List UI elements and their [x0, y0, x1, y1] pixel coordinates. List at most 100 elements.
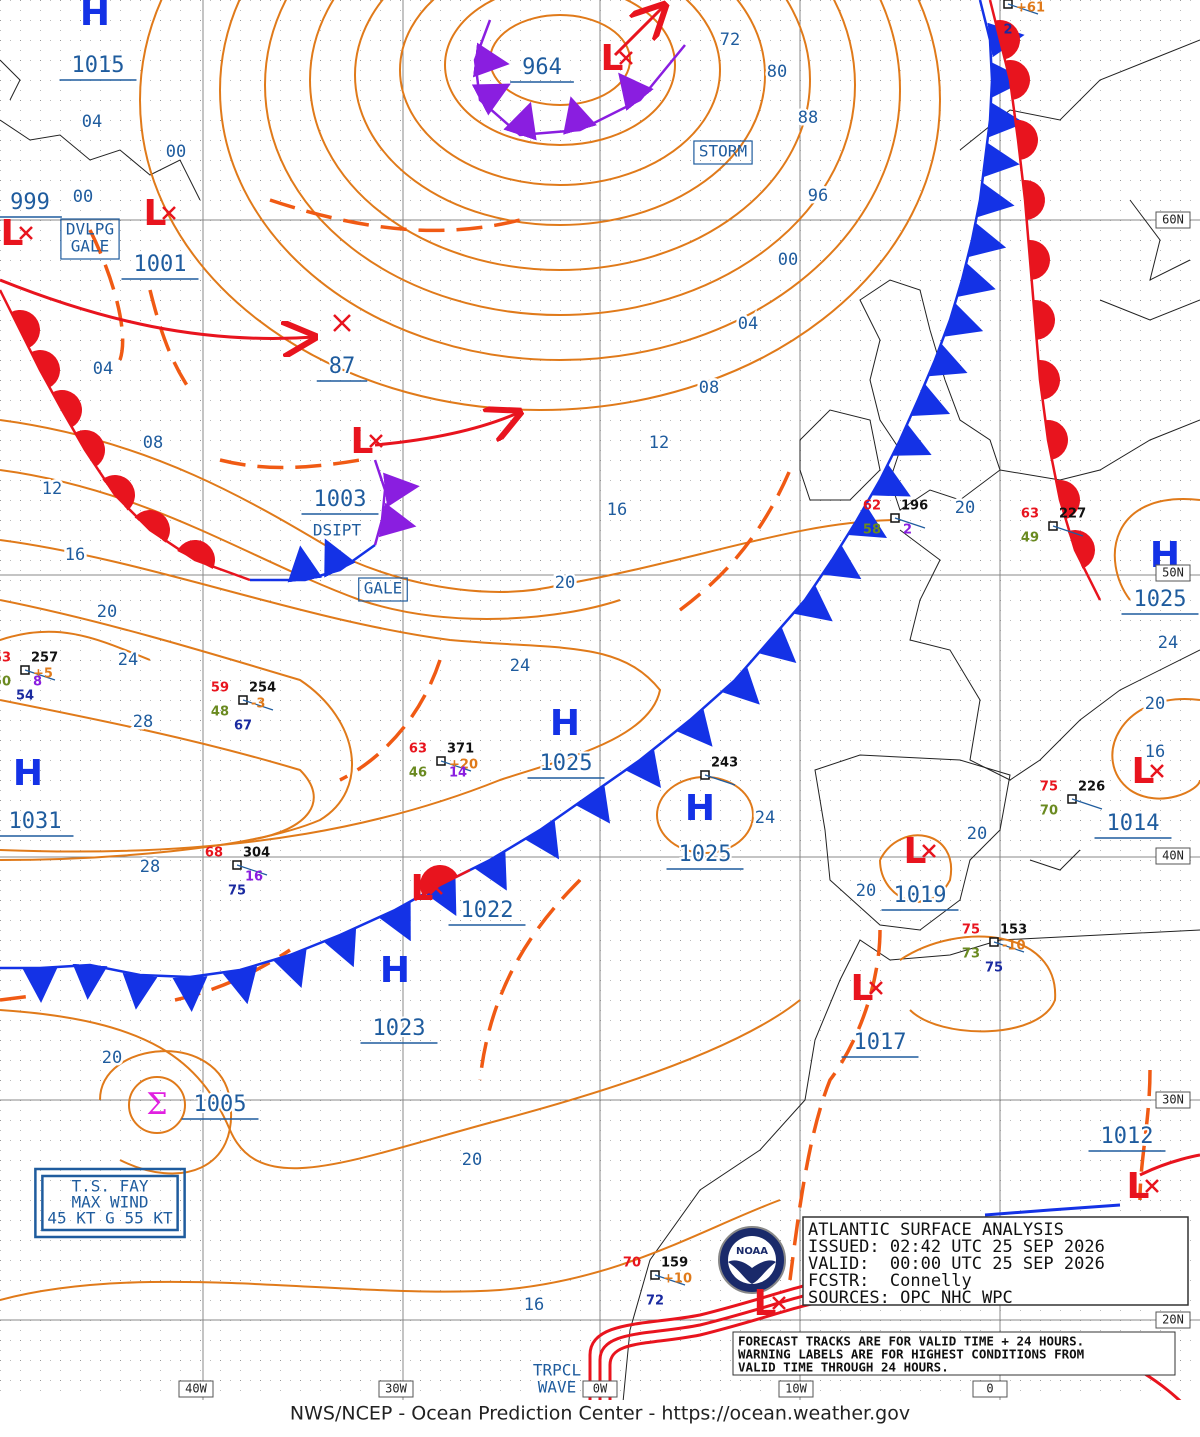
center-symbol: L [144, 193, 167, 234]
isobar-label: 20 [102, 1048, 122, 1068]
wind-barb [440, 760, 472, 772]
warning-label: WAVE [538, 1378, 577, 1397]
warning-box-outer [34, 1167, 186, 1239]
isobar-label: 20 [462, 1150, 482, 1170]
lon-label: 40W [185, 1382, 207, 1396]
isobar-label: 80 [767, 62, 787, 82]
station-tendency: -10 [1002, 939, 1026, 954]
station-pressure: 227 [1059, 507, 1086, 522]
isobar-label: 16 [524, 1295, 544, 1315]
logo-text: NOAA [736, 1246, 768, 1257]
center-pressure: 1014 [1107, 811, 1160, 836]
lon-box [178, 1380, 214, 1398]
center-x [19, 226, 33, 240]
station-tendency: +20 [449, 758, 478, 773]
station-dewpoint: 50 [0, 675, 11, 690]
center-symbol: L [851, 968, 874, 1009]
station-temperature: 75 [962, 923, 980, 938]
lat-box [1155, 1311, 1191, 1329]
center-pressure: 1025 [679, 842, 732, 867]
center-symbol: L [1132, 751, 1155, 792]
isobar-label: 16 [1145, 742, 1165, 762]
isobar-label: 96 [808, 186, 828, 206]
lat-label: 50N [1162, 566, 1184, 580]
warning-label: DVLPG [66, 220, 114, 239]
station-weather: 14 [449, 766, 467, 781]
warning-box [693, 140, 753, 165]
warning-box [60, 218, 120, 260]
center-x [1150, 764, 1164, 778]
lon-box [778, 1380, 814, 1398]
warning-label: GALE [364, 579, 403, 598]
isobar-label: 24 [118, 650, 138, 670]
station-visibility: 75 [228, 884, 246, 899]
lon-label: 30W [385, 1382, 407, 1396]
center-x [772, 1296, 786, 1310]
note-line: FORECAST TRACKS ARE FOR VALID TIME + 24 … [738, 1334, 1084, 1349]
station-pressure: 371 [447, 742, 474, 757]
station-temperature: 75 [1040, 780, 1058, 795]
info-sources: SOURCES: OPC NHC WPC [808, 1288, 1013, 1308]
station-pressure: 257 [31, 651, 58, 666]
lat-label: 40N [1162, 849, 1184, 863]
special-markers: Ʃ [146, 314, 786, 1294]
center-x [922, 844, 936, 858]
lat-box [1155, 564, 1191, 582]
center-pressure: 1003 [314, 487, 367, 512]
wind-barb [1071, 798, 1103, 810]
wind-barb [24, 669, 56, 681]
center-pressure: 1012 [1101, 1124, 1154, 1149]
station-dewpoint: 46 [409, 766, 427, 781]
note-line: WARNING LABELS ARE FOR HIGHEST CONDITION… [738, 1347, 1084, 1362]
isobar-label: 20 [555, 573, 575, 593]
station-pressure: 304 [243, 846, 270, 861]
center-pressure: 1025 [1134, 587, 1187, 612]
station-pressure: 254 [249, 681, 276, 696]
center-symbol: H [380, 950, 410, 991]
isobar-label: 20 [955, 498, 975, 518]
lat-label: 20N [1162, 1313, 1184, 1327]
center-pressure: 999 [10, 190, 50, 215]
footer: NWS/NCEP - Ocean Prediction Center - htt… [290, 1403, 910, 1425]
wind-barb [1052, 525, 1084, 537]
center-pressure: 1022 [461, 898, 514, 923]
station-pressure: 196 [901, 499, 928, 514]
center-x [429, 881, 443, 895]
warning-label: T.S. FAY [71, 1177, 148, 1196]
lat-box [1155, 211, 1191, 229]
isobar-label: 20 [1145, 694, 1165, 714]
lon-label: 10W [785, 1382, 807, 1396]
isobar-label: 00 [778, 250, 798, 270]
center-symbol: H [550, 703, 580, 744]
center-x [869, 981, 883, 995]
station-dewpoint: 58 [863, 523, 881, 538]
station-temperature: 68 [205, 846, 223, 861]
center-symbol: L [1, 213, 24, 254]
wind-barb [236, 864, 268, 876]
center-pressure: 1015 [72, 53, 125, 78]
isobar-label: 00 [166, 142, 186, 162]
station-visibility: 54 [16, 689, 34, 704]
wind-barb [1007, 3, 1039, 15]
station-tendency: +5 [33, 667, 53, 682]
station-pressure: 226 [1078, 780, 1105, 795]
isobar-label: 12 [649, 433, 669, 453]
center-symbol: H [80, 0, 110, 34]
center-symbol: L [601, 38, 624, 79]
center-pressure: 1005 [194, 1092, 247, 1117]
isobar-label: 28 [133, 712, 153, 732]
center-pressure: 1023 [373, 1016, 426, 1041]
wind-barb [894, 517, 926, 529]
station-pressure: 159 [661, 1256, 688, 1271]
isobar-label: 12 [42, 479, 62, 499]
station-tendency: +10 [663, 1272, 692, 1287]
station-weather: 16 [245, 870, 263, 885]
isobar-label: 04 [738, 314, 758, 334]
station-visibility: 72 [646, 1294, 664, 1309]
center-x [369, 434, 383, 448]
station-temperature: 70 [623, 1256, 641, 1271]
station-dewpoint: 49 [1021, 531, 1039, 546]
center-pressure: 1019 [894, 883, 947, 908]
